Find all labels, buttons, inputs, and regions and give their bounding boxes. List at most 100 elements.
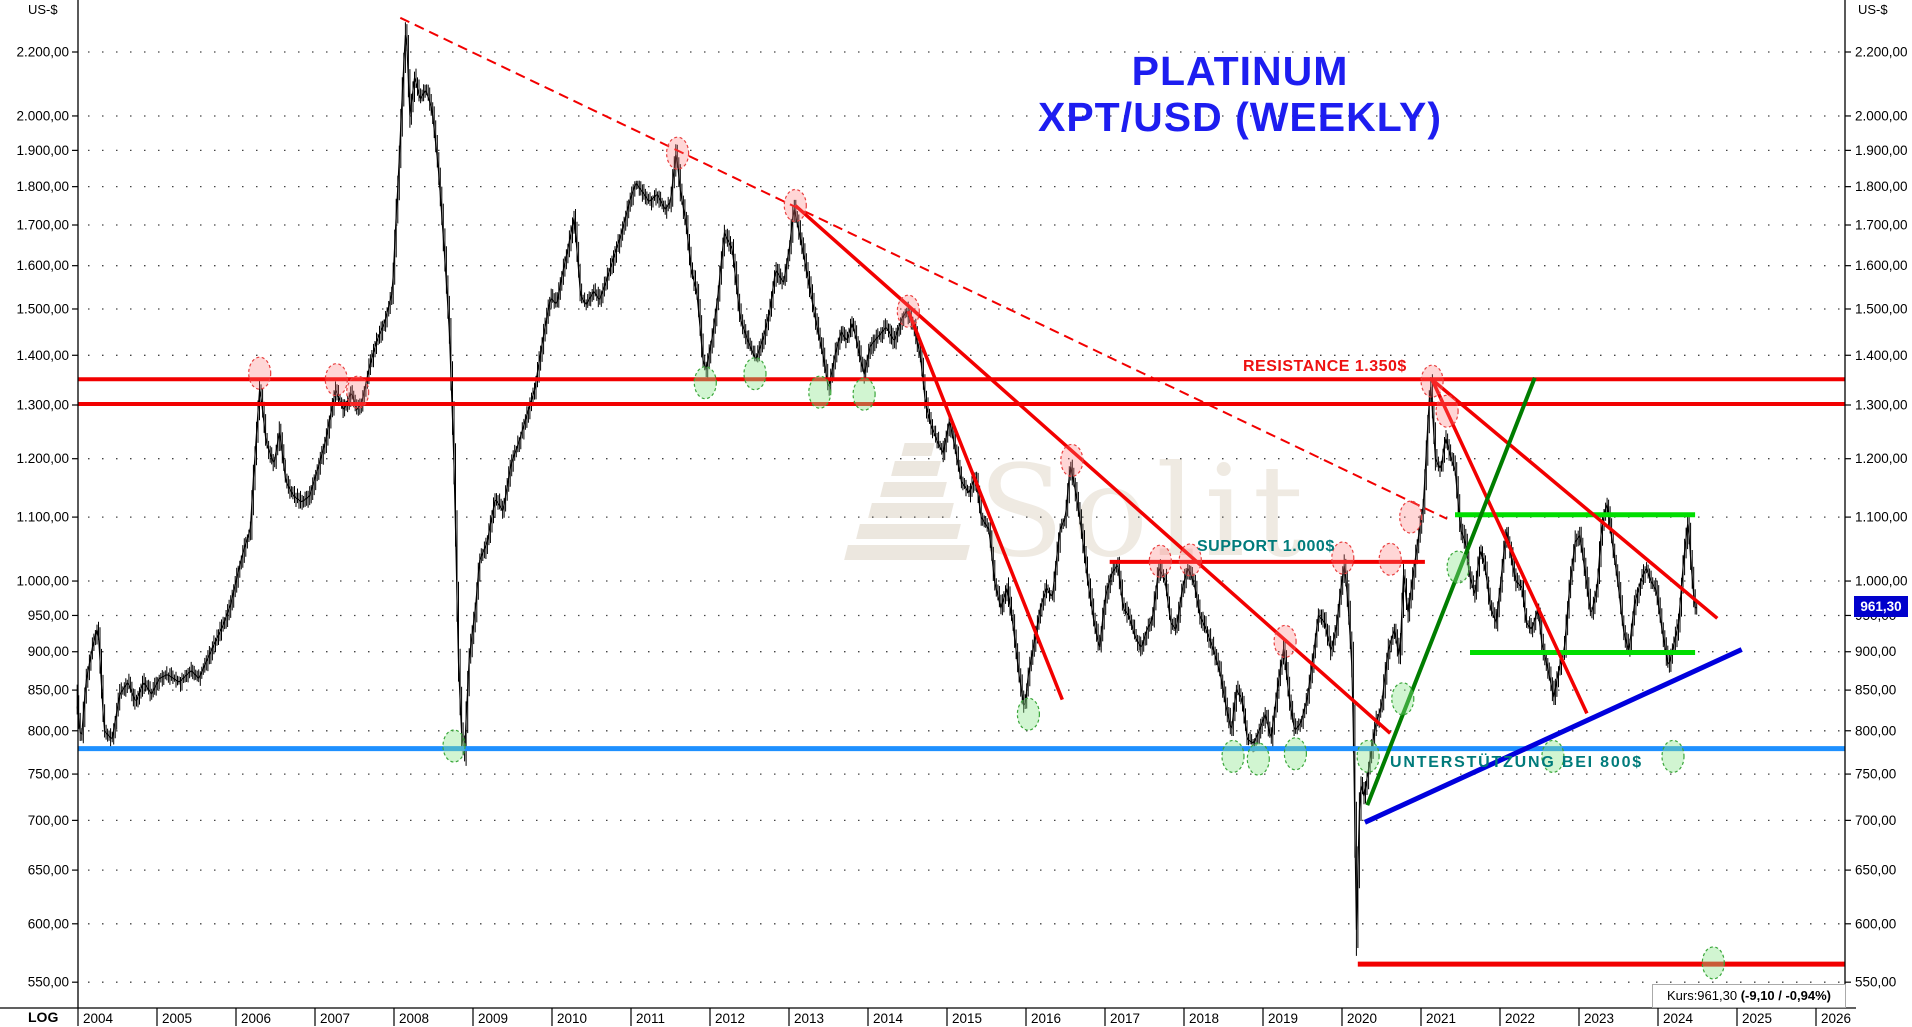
red-touch-marker (896, 294, 920, 328)
svg-text:2.200,00: 2.200,00 (1855, 45, 1908, 60)
red-touch-marker (1178, 543, 1202, 577)
svg-text:2013: 2013 (794, 1011, 824, 1026)
svg-text:2023: 2023 (1584, 1011, 1614, 1026)
weekly-price-bars (76, 22, 1698, 956)
green-touch-marker (693, 366, 717, 400)
red-touch-marker (1435, 394, 1459, 428)
svg-text:1.500,00: 1.500,00 (16, 301, 69, 316)
svg-text:2015: 2015 (952, 1011, 982, 1026)
trendline-uptrend-green (1365, 376, 1537, 806)
x-axis-labels: 2004 2005 2006 2007 2008 2009 2010 2011 2012 2013… (77, 1008, 1851, 1026)
svg-text:2.000,00: 2.000,00 (16, 108, 69, 123)
green-touch-marker (1446, 550, 1470, 584)
red-touch-marker (665, 136, 690, 170)
svg-text:1.000,00: 1.000,00 (1855, 574, 1908, 589)
level-lines (78, 377, 1845, 967)
svg-text:1.800,00: 1.800,00 (16, 179, 69, 194)
green-touch-marker (1701, 946, 1725, 980)
svg-text:2005: 2005 (162, 1011, 192, 1026)
svg-text:1.100,00: 1.100,00 (16, 510, 69, 525)
red-touch-marker (1273, 624, 1297, 659)
svg-text:2011: 2011 (636, 1011, 665, 1026)
red-touch-marker (1399, 500, 1423, 534)
svg-text:650,00: 650,00 (28, 863, 69, 878)
green-touch-marker (808, 375, 832, 409)
svg-text:1.700,00: 1.700,00 (16, 217, 69, 232)
svg-text:900,00: 900,00 (1855, 644, 1896, 659)
svg-text:1.800,00: 1.800,00 (1855, 179, 1908, 194)
svg-text:2022: 2022 (1505, 1011, 1535, 1026)
red-touch-marker (1060, 443, 1084, 477)
unterstuetzung-label: UNTERSTÜTZUNG BEI 800$ (1390, 754, 1643, 771)
svg-text:2026: 2026 (1821, 1011, 1851, 1026)
trendline-dashed-downtrend-2008 (399, 16, 1448, 520)
svg-text:800,00: 800,00 (1855, 723, 1896, 738)
red-touch-marker (1420, 364, 1444, 398)
svg-text:800,00: 800,00 (28, 723, 69, 738)
svg-text:1.400,00: 1.400,00 (16, 348, 69, 363)
red-touch-marker (783, 188, 807, 223)
trendline-downtrend-2021-shallow (1430, 378, 1719, 620)
currency-label-left: US-$ (28, 2, 58, 17)
svg-text:1.600,00: 1.600,00 (16, 258, 69, 273)
svg-text:1.700,00: 1.700,00 (1855, 217, 1908, 232)
svg-text:2016: 2016 (1031, 1011, 1061, 1026)
trendline-uptrend-blue (1363, 647, 1743, 825)
svg-text:2.000,00: 2.000,00 (1855, 108, 1908, 123)
axes-frame (0, 0, 1856, 1009)
close-price-line (76, 35, 1697, 930)
green-touch-marker (1541, 739, 1565, 774)
svg-text:2018: 2018 (1189, 1011, 1219, 1026)
svg-text:950,00: 950,00 (28, 608, 69, 623)
svg-text:2025: 2025 (1742, 1011, 1772, 1026)
svg-text:1.500,00: 1.500,00 (1855, 301, 1908, 316)
svg-text:850,00: 850,00 (28, 683, 69, 698)
green-touch-marker (852, 377, 876, 411)
green-touch-marker (1283, 737, 1308, 771)
svg-text:2024: 2024 (1663, 1011, 1694, 1026)
svg-text:2004: 2004 (83, 1011, 114, 1026)
currency-label-right: US-$ (1858, 2, 1888, 17)
svg-text:2.200,00: 2.200,00 (16, 45, 69, 60)
svg-text:1.300,00: 1.300,00 (16, 398, 69, 413)
green-touch-marker (442, 729, 466, 763)
svg-text:1.300,00: 1.300,00 (1855, 398, 1908, 413)
red-touch-marker (248, 356, 272, 390)
svg-text:550,00: 550,00 (1855, 975, 1896, 990)
svg-text:1.100,00: 1.100,00 (1855, 510, 1908, 525)
svg-text:900,00: 900,00 (28, 644, 69, 659)
trend-lines (399, 16, 1743, 825)
trendline-downtrend-2021-steep (1430, 378, 1589, 715)
svg-text:2007: 2007 (320, 1011, 350, 1026)
svg-text:650,00: 650,00 (1855, 863, 1896, 878)
svg-text:1.900,00: 1.900,00 (16, 143, 69, 158)
svg-text:700,00: 700,00 (28, 813, 69, 828)
svg-text:1.400,00: 1.400,00 (1855, 348, 1908, 363)
svg-text:600,00: 600,00 (1855, 916, 1896, 931)
svg-text:750,00: 750,00 (28, 767, 69, 782)
green-touch-marker (1391, 682, 1415, 716)
quote-change: (-9,10 / -0,94%) (1740, 988, 1832, 1003)
svg-text:1.200,00: 1.200,00 (16, 451, 69, 466)
svg-text:850,00: 850,00 (1855, 683, 1896, 698)
red-touch-marker (346, 375, 370, 409)
red-touch-marker (1331, 541, 1355, 575)
quote-label: Kurs:961,30 (1666, 988, 1741, 1003)
svg-text:1.600,00: 1.600,00 (1855, 258, 1908, 273)
red-touch-marker (324, 363, 348, 397)
red-touch-marker (1378, 542, 1402, 576)
chart-title: PLATINUM XPT/USD (WEEKLY) (960, 48, 1520, 140)
svg-text:2021: 2021 (1426, 1011, 1456, 1026)
svg-text:700,00: 700,00 (1855, 813, 1896, 828)
svg-text:2006: 2006 (241, 1011, 271, 1026)
green-touch-marker (1246, 742, 1270, 776)
svg-text:1.200,00: 1.200,00 (1855, 451, 1908, 466)
green-touch-marker (1356, 739, 1380, 774)
svg-text:2017: 2017 (1110, 1011, 1140, 1026)
green-touch-marker (743, 357, 767, 391)
svg-text:2020: 2020 (1347, 1011, 1377, 1026)
green-touch-marker (1016, 697, 1041, 731)
svg-text:1.000,00: 1.000,00 (16, 574, 69, 589)
